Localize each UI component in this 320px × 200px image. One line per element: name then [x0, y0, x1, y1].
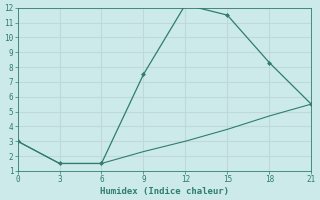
X-axis label: Humidex (Indice chaleur): Humidex (Indice chaleur) [100, 187, 229, 196]
